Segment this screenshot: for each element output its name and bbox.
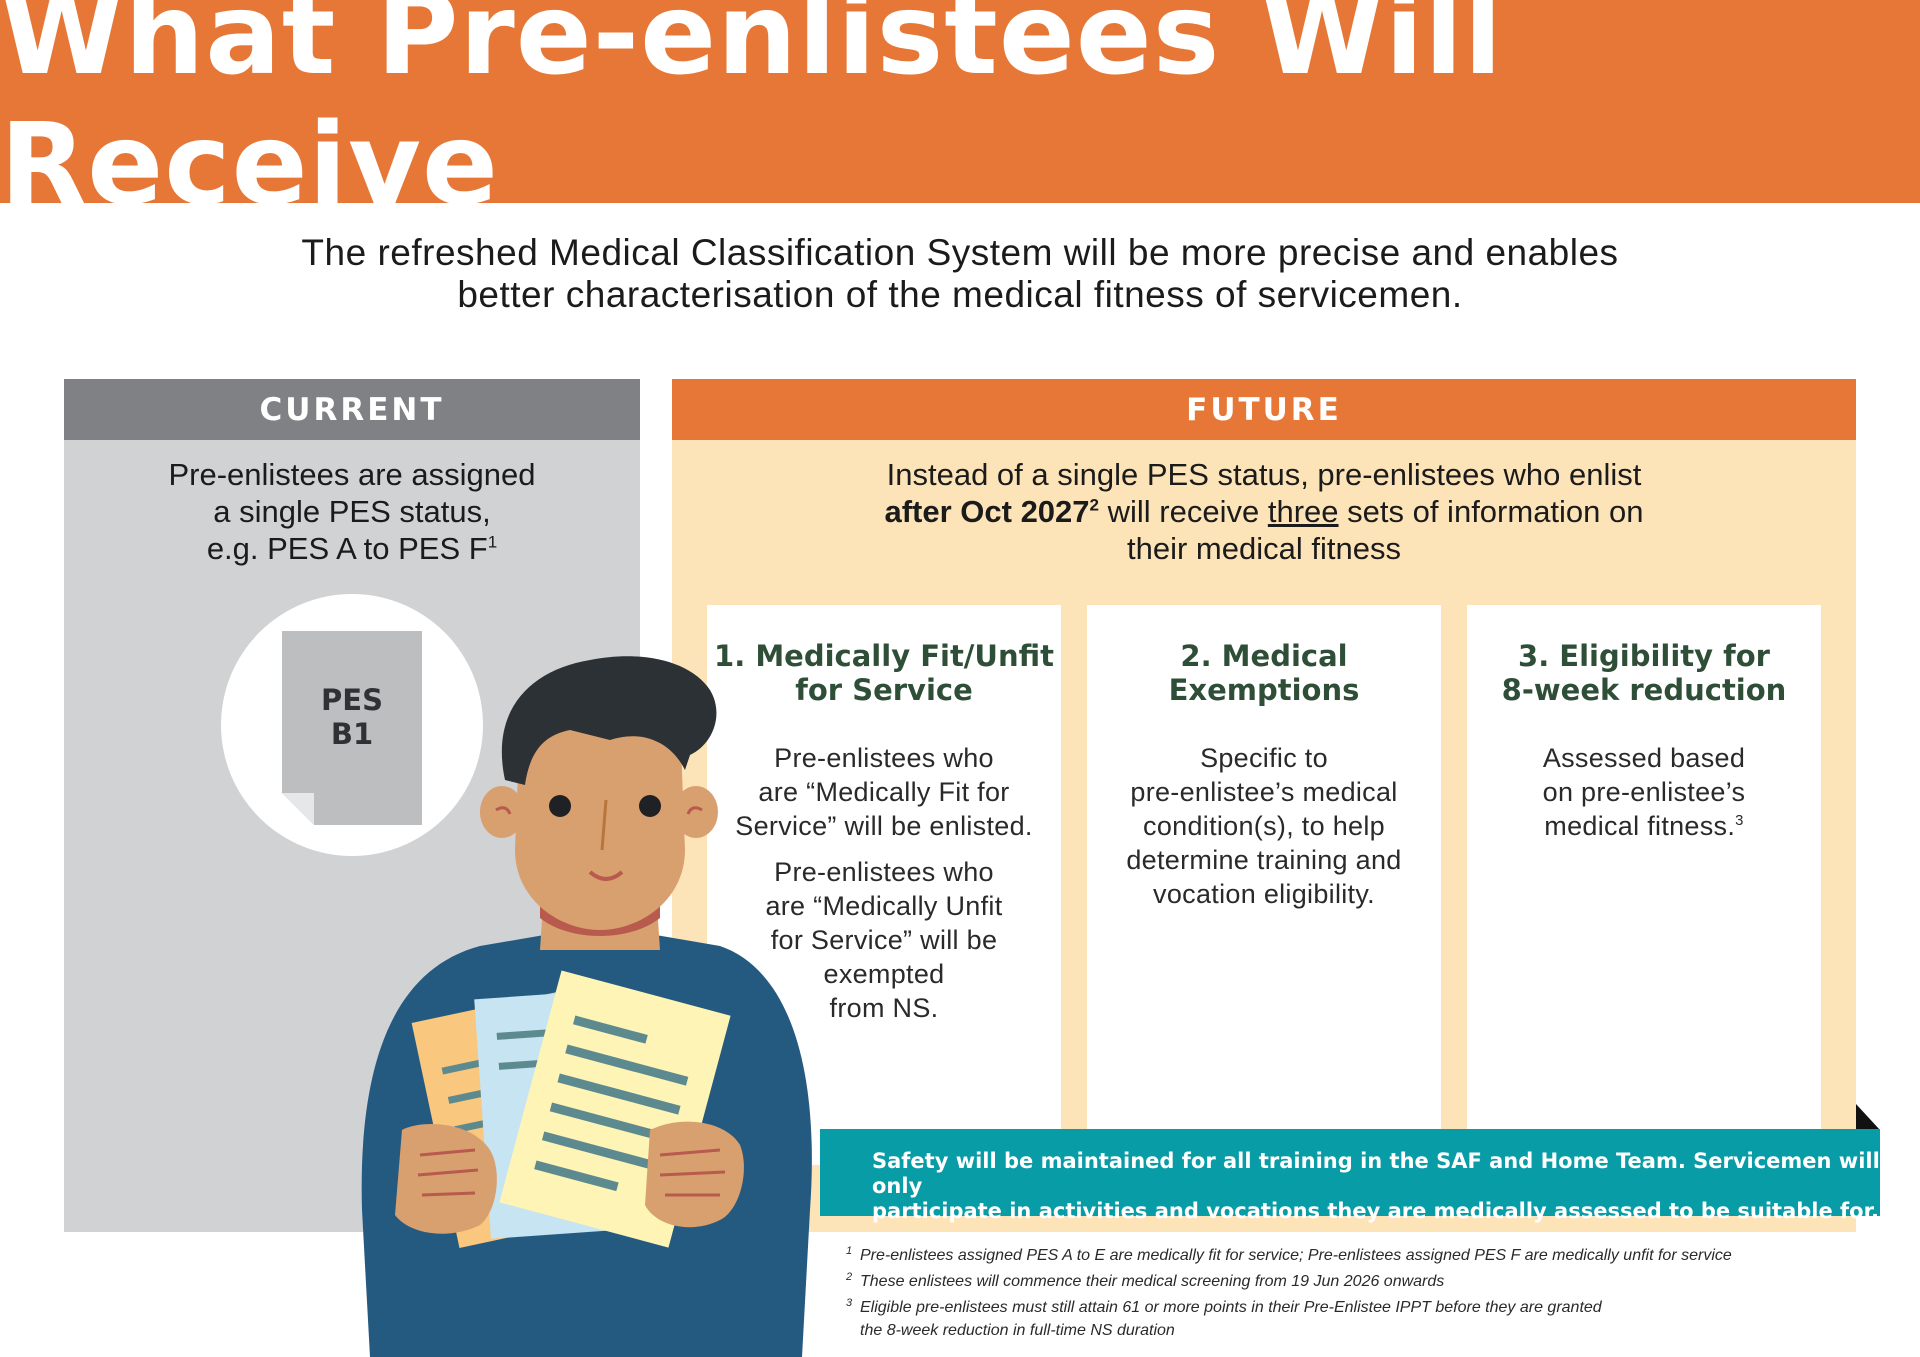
pes-label: PES B1 [282, 683, 422, 751]
card-medical-exemptions: 2. Medical Exemptions Specific to pre-en… [1087, 605, 1441, 1165]
footnote-number: 3 [846, 1297, 853, 1309]
card-text-line: Assessed based [1542, 743, 1746, 773]
card-text: Assessed based on pre-enlistee’s medical… [1467, 741, 1821, 843]
card-title: 1. Medically Fit/Unfit for Service [707, 639, 1061, 707]
ribbon-fold-icon [1856, 1104, 1880, 1130]
safety-line: participate in activities and vocations … [872, 1199, 1879, 1223]
future-date: after Oct 2027 [884, 494, 1090, 529]
safety-banner: Safety will be maintained for all traini… [820, 1129, 1880, 1223]
pes-label-line: B1 [330, 717, 374, 751]
card-title: 3. Eligibility for 8-week reduction [1467, 639, 1821, 707]
footnote-mark: 3 [1735, 813, 1744, 829]
current-line-text: e.g. PES A to PES F [206, 531, 488, 566]
footnotes: 1 Pre-enlistees assigned PES A to E are … [846, 1244, 1896, 1345]
card-text-line: for Service” will be [770, 925, 998, 955]
card-text: Specific to pre-enlistee’s medical condi… [1087, 741, 1441, 911]
pes-status-circle: PES B1 [221, 594, 483, 856]
card-text: Pre-enlistees who are “Medically Unfit f… [707, 855, 1061, 1025]
person-with-documents-illustration [361, 656, 812, 1357]
card-text-line: Pre-enlistees who [774, 743, 994, 773]
card-text-line: exempted [823, 959, 945, 989]
card-text-line: are “Medically Fit for [758, 777, 1010, 807]
subtitle-line: The refreshed Medical Classification Sys… [301, 232, 1619, 273]
card-text-line: on pre-enlistee’s [1542, 777, 1746, 807]
footnote: 2 These enlistees will commence their me… [846, 1270, 1896, 1293]
card-title: 2. Medical Exemptions [1087, 639, 1441, 707]
card-text-line: condition(s), to help [1143, 811, 1385, 841]
footnote-mark: 1 [487, 532, 498, 552]
future-line-text: will receive [1099, 494, 1268, 529]
card-title-line: Exemptions [1168, 673, 1360, 707]
subtitle: The refreshed Medical Classification Sys… [160, 232, 1760, 316]
pes-label-line: PES [321, 683, 383, 717]
card-text-line: from NS. [829, 993, 939, 1023]
card-title-line: for Service [795, 673, 973, 707]
footnote-text: These enlistees will commence their medi… [860, 1273, 1445, 1290]
card-title-line: 3. Eligibility for [1518, 639, 1770, 673]
safety-line: Safety will be maintained for all traini… [872, 1149, 1880, 1198]
card-medically-fit: 1. Medically Fit/Unfit for Service Pre-e… [707, 605, 1061, 1165]
card-eligibility-reduction: 3. Eligibility for 8-week reduction Asse… [1467, 605, 1821, 1165]
footnote-text: Eligible pre-enlistees must still attain… [860, 1299, 1602, 1316]
title-banner: What Pre-enlistees Will Receive [0, 0, 1920, 230]
card-text-line: Pre-enlistees who [774, 857, 994, 887]
subtitle-line: better characterisation of the medical f… [457, 274, 1463, 315]
current-line: Pre-enlistees are assigned [168, 457, 536, 492]
pes-document-icon: PES B1 [282, 631, 422, 825]
card-text-line: vocation eligibility. [1153, 879, 1375, 909]
card-title-line: 2. Medical [1180, 639, 1348, 673]
future-line: Instead of a single PES status, pre-enli… [886, 457, 1642, 492]
current-line: e.g. PES A to PES F1 [104, 530, 600, 567]
future-underlined: three [1267, 494, 1339, 529]
card-text-line: determine training and [1126, 845, 1402, 875]
footnote-number: 2 [846, 1271, 853, 1283]
card-title-line: 1. Medically Fit/Unfit [714, 639, 1054, 673]
card-text-line: pre-enlistee’s medical [1130, 777, 1398, 807]
future-line-text: sets of information on [1338, 494, 1644, 529]
future-panel: FUTURE Instead of a single PES status, p… [672, 379, 1856, 1232]
card-text-line: Specific to [1200, 743, 1328, 773]
footnote-text: Pre-enlistees assigned PES A to E are me… [860, 1247, 1732, 1264]
footnote-mark: 2 [1089, 495, 1100, 515]
future-line: their medical fitness [1127, 531, 1401, 566]
page-title: What Pre-enlistees Will Receive [0, 0, 1504, 230]
current-line: a single PES status, [213, 494, 491, 529]
document-icon [282, 631, 422, 825]
card-text-line: are “Medically Unfit [765, 891, 1003, 921]
card-text: Pre-enlistees who are “Medically Fit for… [707, 741, 1061, 843]
footnote-text: the 8-week reduction in full-time NS dur… [860, 1322, 1175, 1339]
card-text-line: medical fitness.3 [1467, 809, 1821, 843]
future-header: FUTURE [672, 379, 1856, 440]
current-header: CURRENT [64, 379, 640, 440]
current-description: Pre-enlistees are assigned a single PES … [64, 456, 640, 567]
future-line: after Oct 20272 will receive three sets … [732, 493, 1796, 530]
footnote: 3 Eligible pre-enlistees must still atta… [846, 1296, 1896, 1342]
footnote: 1 Pre-enlistees assigned PES A to E are … [846, 1244, 1896, 1267]
card-text-line-text: medical fitness. [1544, 811, 1736, 841]
card-text-line: Service” will be enlisted. [735, 811, 1033, 841]
future-description: Instead of a single PES status, pre-enli… [672, 456, 1856, 567]
card-title-line: 8-week reduction [1501, 673, 1787, 707]
footnote-number: 1 [846, 1245, 853, 1257]
